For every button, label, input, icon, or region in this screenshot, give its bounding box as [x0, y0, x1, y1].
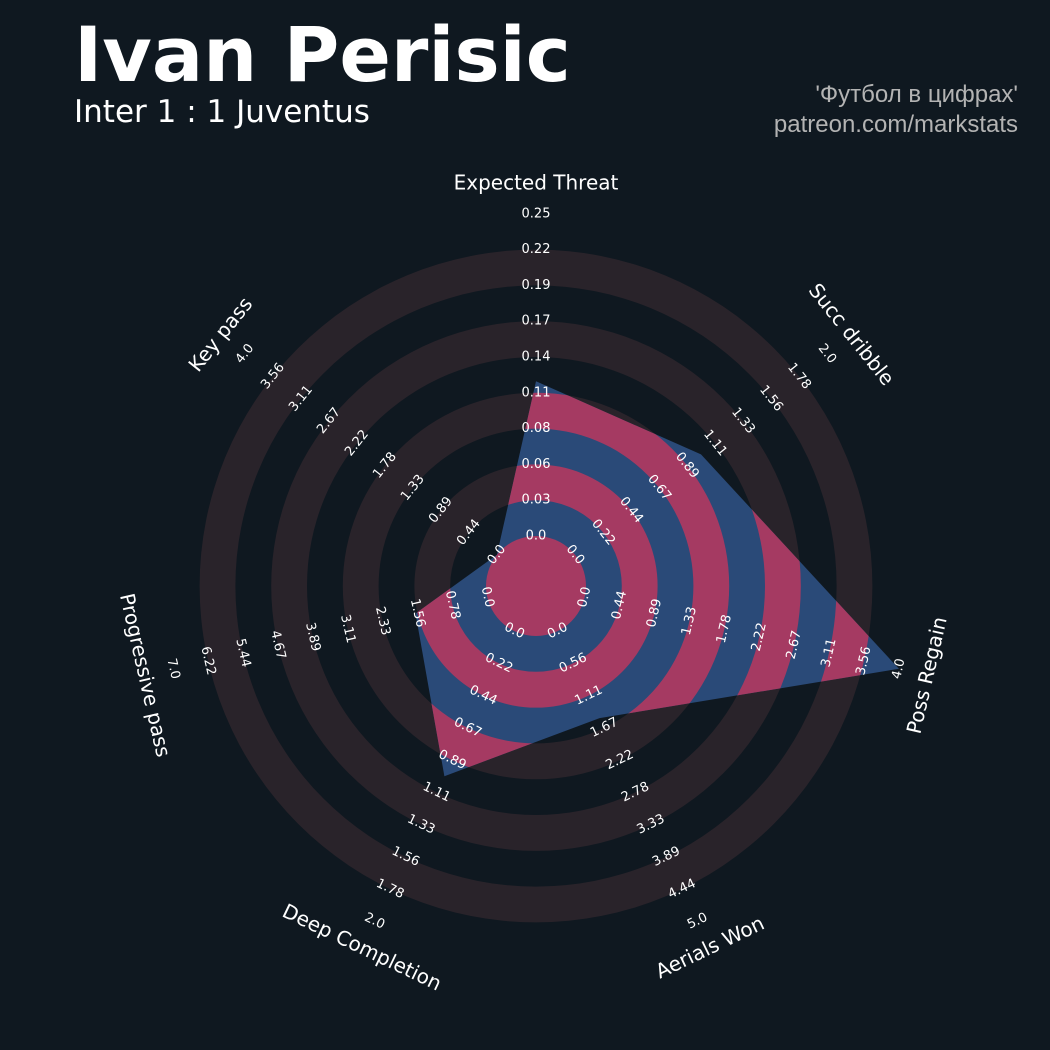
credit-line: 'Футбол в цифрах'	[815, 81, 1018, 108]
tick-label: 3.11	[337, 613, 358, 645]
param-label: Succ dribble	[804, 279, 900, 390]
tick-label: 0.03	[522, 493, 551, 508]
match-subtitle: Inter 1 : 1 Juventus	[74, 94, 370, 130]
param-label: Progressive pass	[115, 591, 176, 759]
tick-label: 0.78	[442, 589, 463, 621]
tick-label: 0.25	[522, 206, 551, 221]
tick-label: 3.56	[853, 645, 874, 677]
tick-label: 1.56	[407, 597, 428, 629]
tick-label: 2.67	[784, 629, 805, 661]
tick-label: 0.0	[575, 585, 594, 609]
tick-label: 2.22	[749, 621, 770, 653]
tick-label: 0.06	[522, 457, 551, 472]
player-name: Ivan Perisic	[74, 10, 571, 99]
tick-label: 7.0	[163, 657, 182, 681]
param-label: Aerials Won	[652, 911, 768, 984]
tick-label: 0.22	[522, 242, 551, 257]
tick-label: 0.14	[522, 350, 551, 365]
tick-label: 5.0	[685, 910, 710, 932]
credit-block: 'Футбол в цифрах' patreon.com/markstats	[774, 80, 1018, 140]
tick-label: 2.0	[815, 341, 840, 367]
tick-label: 0.89	[644, 597, 665, 629]
tick-label: 3.11	[819, 637, 840, 669]
tick-label: 2.0	[362, 910, 387, 932]
tick-label: 0.17	[522, 314, 551, 329]
tick-label: 1.78	[714, 613, 735, 645]
tick-label: 4.0	[233, 341, 258, 367]
tick-label: 6.22	[197, 645, 218, 677]
param-label: Expected Threat	[454, 170, 619, 194]
tick-label: 0.08	[522, 421, 551, 436]
tick-label: 1.33	[679, 605, 700, 637]
tick-label: 0.11	[522, 385, 551, 400]
tick-label: 4.0	[889, 657, 908, 681]
polygon-band	[486, 536, 586, 636]
param-label: Deep Completion	[279, 899, 446, 996]
tick-label: 5.44	[232, 637, 253, 669]
tick-label: 0.0	[478, 585, 497, 609]
param-label: Poss Regain	[902, 614, 952, 736]
tick-label: 4.67	[267, 629, 288, 661]
tick-label: 0.0	[526, 529, 547, 544]
tick-label: 0.44	[609, 589, 630, 621]
tick-label: 3.89	[302, 621, 323, 653]
tick-label: 0.19	[522, 278, 551, 293]
credit-url: patreon.com/markstats	[773, 111, 1018, 138]
tick-label: 2.33	[372, 605, 393, 637]
